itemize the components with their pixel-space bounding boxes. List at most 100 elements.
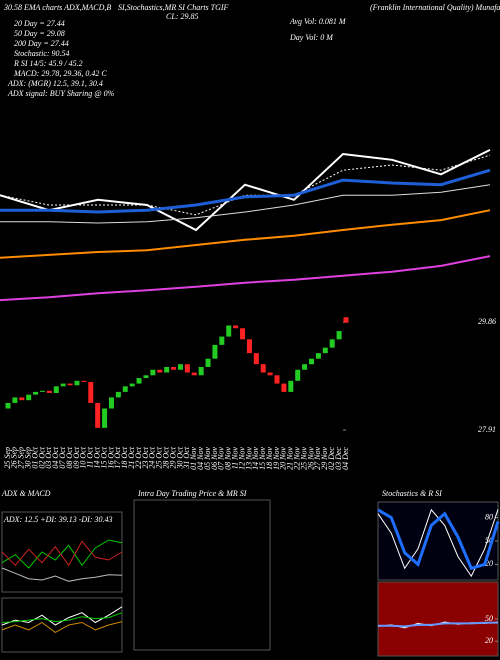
x-tick-label: 05 Nov [203, 447, 212, 470]
candle-body [336, 331, 342, 340]
x-tick-label: 26 Sep [10, 447, 19, 469]
x-tick-label: 29 Nov [320, 447, 329, 470]
annotation: 20 Day = 27.44 [14, 19, 65, 28]
annotation: Stochastic: 90.54 [14, 49, 70, 58]
candle-body [46, 390, 52, 393]
x-tick-label: 07 Nov [217, 447, 226, 470]
candle-body [122, 386, 128, 392]
candle-body [88, 381, 94, 403]
x-tick-label: 30 Oct [175, 446, 184, 469]
x-tick-label: 02 Dec [327, 447, 336, 470]
annotation: Avg Vol: 0.081 M [289, 17, 347, 26]
annotation: 50 Day = 29.08 [14, 29, 65, 38]
candle-body [288, 380, 294, 392]
candle-body [164, 366, 170, 373]
candle-body [281, 383, 287, 392]
x-tick-label: 30 Sep [24, 447, 33, 470]
candle-body [309, 358, 315, 365]
x-tick-label: 03 Dec [334, 447, 343, 470]
panel [1, 597, 123, 653]
y-tick-label: 80 [485, 512, 493, 521]
line [0, 154, 491, 216]
panel [377, 501, 499, 581]
line [0, 184, 491, 224]
candle-body [129, 383, 135, 387]
y-tick-label: 50 [485, 614, 493, 623]
x-tick-label: 23 Oct [141, 446, 150, 468]
x-tick-label: 17 Oct [113, 446, 122, 468]
annotation: (Franklin International Quality) MunafaS… [370, 3, 500, 12]
x-tick-label: 01 Nov [189, 447, 198, 470]
annotation: SI,Stochastics,MR SI Charts TGIF [118, 3, 229, 12]
x-tick-label: 15 Oct [99, 446, 108, 468]
candle-body [136, 378, 142, 384]
candle-body [219, 336, 225, 345]
candle-body [198, 366, 204, 376]
annotation: Day Vol: 0 M [289, 33, 334, 42]
x-tick-label: 18 Nov [265, 447, 274, 470]
candle-body [5, 402, 11, 409]
annotation: CL: 29.85 [166, 12, 198, 21]
x-tick-label: 22 Nov [293, 447, 302, 470]
candle-body [108, 397, 114, 409]
y-tick-label: 27.91 [478, 425, 496, 434]
x-tick-label: 15 Nov [258, 447, 267, 470]
candle-body [246, 339, 252, 354]
y-tick-label: 20 [485, 559, 493, 568]
line [1, 540, 123, 567]
x-tick-label: 12 Nov [237, 447, 246, 470]
panel-subtitle: ADX: 12.5 +DI: 39.13 -DI: 30.43 [3, 515, 113, 524]
x-tick-label: 11 Nov [230, 447, 239, 470]
x-tick-label: 28 Oct [161, 446, 170, 468]
x-tick-label: 01 Oct [30, 446, 39, 468]
x-tick-label: 11 Oct [86, 446, 95, 468]
candle-body [26, 394, 32, 401]
x-tick-label: 25 Sep [3, 447, 12, 469]
candle-body [39, 390, 45, 392]
x-tick-label: 19 Nov [272, 447, 281, 470]
candle-body [329, 339, 335, 348]
candle-body [212, 344, 218, 359]
x-tick-label: 29 Oct [168, 446, 177, 468]
x-tick-label: 24 Oct [148, 446, 157, 468]
candle-body [115, 391, 121, 398]
panel [377, 581, 499, 657]
candle-body [260, 364, 266, 373]
line [378, 621, 499, 628]
x-tick-label: 18 Oct [120, 446, 129, 468]
candle-body [19, 397, 25, 401]
x-tick-label: 08 Oct [65, 446, 74, 468]
candle-body [191, 372, 197, 376]
line [1, 612, 123, 623]
panel-title: ADX & MACD [1, 489, 51, 498]
candle-body [74, 380, 80, 386]
candle-body [302, 364, 308, 370]
line [0, 255, 491, 302]
candle-body [253, 353, 259, 365]
x-tick-label: 27 Sep [17, 447, 26, 469]
x-tick-label: 09 Oct [72, 446, 81, 468]
x-tick-label: 21 Oct [127, 446, 136, 468]
candle-body [315, 353, 321, 359]
x-tick-label: 31 Oct [182, 446, 191, 469]
annotation: 200 Day = 27.44 [14, 39, 69, 48]
annotation: ADX signal: BUY Sharing @ 0% [7, 89, 115, 98]
candle-body [233, 325, 239, 329]
candle-body [205, 358, 211, 367]
candle-body [226, 325, 232, 337]
x-tick-label: 06 Nov [210, 447, 219, 470]
candle-body [143, 375, 149, 379]
x-tick-label: 03 Oct [44, 446, 53, 468]
panel [133, 499, 271, 651]
x-tick-label: 13 Nov [244, 447, 253, 470]
candle-body [102, 408, 108, 428]
candle-body [295, 369, 301, 381]
line [377, 508, 500, 571]
x-tick-label: 07 Oct [58, 446, 67, 468]
annotation: 30.58 EMA charts ADX,MACD,B [3, 3, 111, 12]
x-tick-label: 14 Nov [251, 447, 260, 470]
candle-body [171, 366, 177, 370]
y-tick-label: 50 [485, 536, 493, 545]
candle-body [95, 402, 101, 428]
